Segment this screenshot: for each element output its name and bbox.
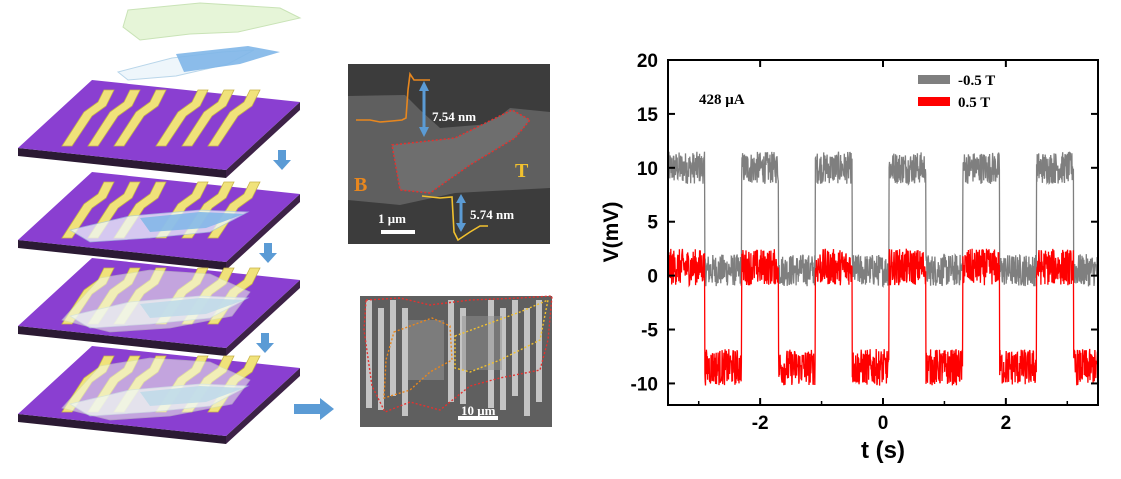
x-axis-label: t (s) [861,437,905,464]
process-arrow-1 [273,150,291,170]
y-tick-label: -10 [631,374,658,395]
scale-bar-top [381,230,415,234]
x-tick-label: 0 [878,413,889,434]
flake-outline [391,109,532,194]
graphite-flake-blue [176,46,280,72]
label-top-layer: T [515,160,529,182]
x-tick-label: 2 [1001,413,1012,434]
chart-traces [668,151,1098,386]
device-layer-4 [18,346,300,444]
x-axis-ticks: -2 0 2 [697,60,1069,434]
device-layer-3 [18,258,300,356]
scale-bar-bottom-label: 10 μm [461,403,496,418]
y-tick-label: 10 [637,159,658,180]
y-tick-label: 0 [647,267,658,288]
y-axis-label: V(mV) [600,202,623,263]
device-layer-2 [18,172,300,270]
current-annotation: 428 μA [699,92,745,108]
afm-profile-bottom [421,195,488,242]
y-tick-label: 5 [647,213,658,234]
legend-label-1: -0.5 T [958,73,995,89]
graphite-flake-top [122,2,302,41]
label-bottom-layer: B [354,174,367,196]
legend-swatch-1 [918,75,950,84]
legend-label-2: 0.5 T [958,95,990,111]
series-line-2 [668,248,1098,386]
process-arrow-right [294,398,334,420]
y-tick-label: -5 [641,321,658,342]
y-tick-label: 15 [637,105,659,126]
scale-bar-top-label: 1 μm [378,211,406,226]
afm-profile-top [356,71,430,123]
process-arrow-2 [259,243,277,263]
voltage-chart: -10 -5 0 5 10 15 20 -2 0 2 V(mV) t (s) 428 μA -0… [600,51,1099,464]
fabrication-schematic [18,2,334,444]
process-arrow-3 [256,333,274,353]
step-height-top: 7.54 nm [432,109,476,124]
sem-image-top: 7.54 nm 5.74 nm B T 1 μm [348,64,550,244]
x-tick-label: -2 [752,413,769,434]
series-line-1 [668,151,1098,288]
legend-swatch-2 [918,97,950,106]
outline-red [363,295,553,413]
y-tick-label: 20 [637,51,658,72]
scale-bar-bottom [458,416,498,420]
sem-image-bottom: 10 μm [360,295,553,427]
step-height-bottom: 5.74 nm [470,207,514,222]
y-axis-ticks: -10 -5 0 5 10 15 20 [631,51,1098,395]
legend: -0.5 T 0.5 T [918,73,995,111]
device-layer-1 [18,80,300,178]
